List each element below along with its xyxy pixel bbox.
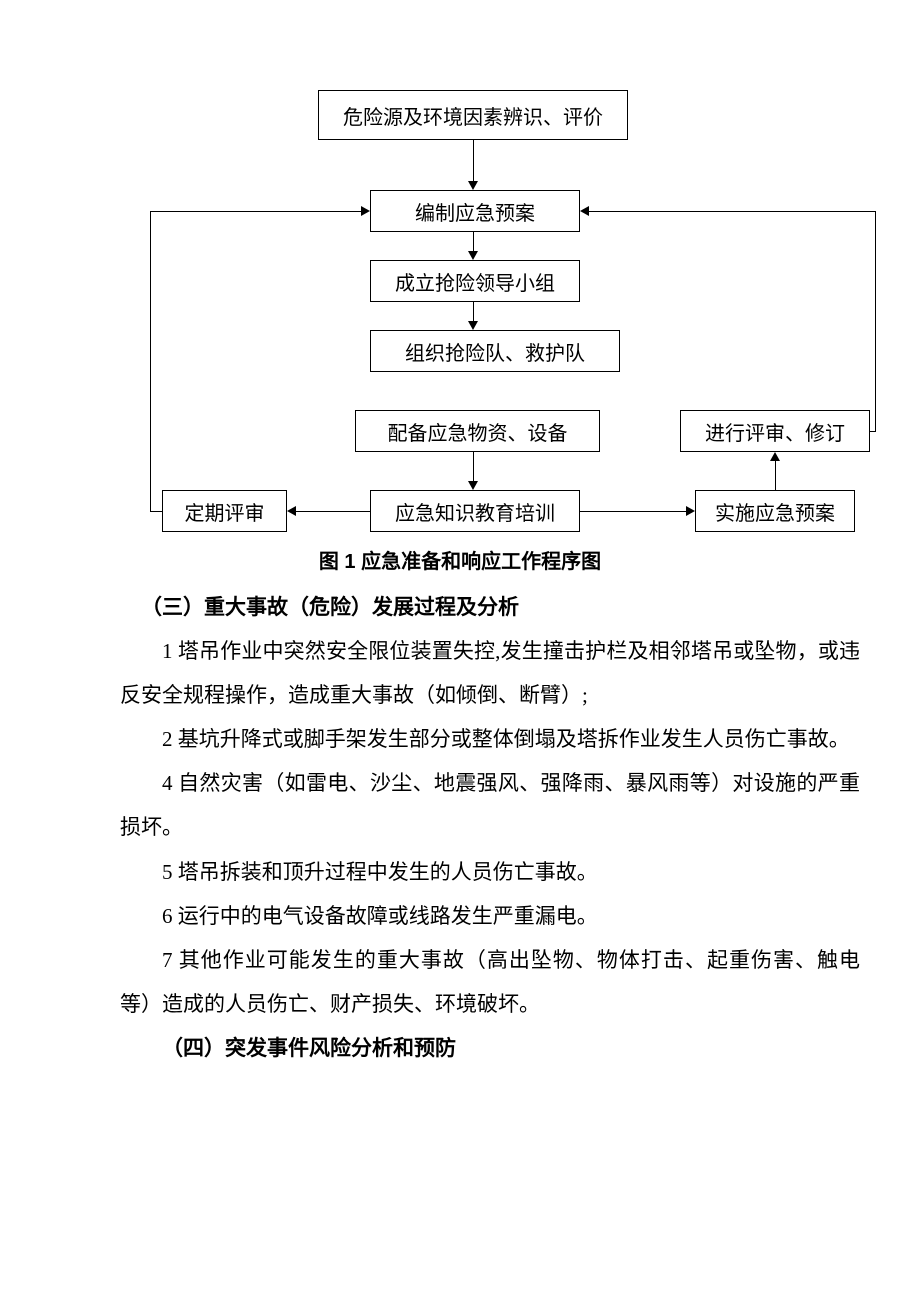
edge	[775, 461, 776, 490]
flowchart-node-training: 应急知识教育培训	[370, 490, 580, 532]
section-4-heading: （四）突发事件风险分析和预防	[120, 1026, 860, 1070]
arrow-head-icon	[361, 206, 370, 216]
edge	[875, 211, 876, 432]
node-label: 配备应急物资、设备	[388, 417, 568, 446]
flowchart-node-revise: 进行评审、修订	[680, 410, 870, 452]
paragraph: 2 基坑升降式或脚手架发生部分或整体倒塌及塔拆作业发生人员伤亡事故。	[120, 717, 860, 761]
paragraph: 7 其他作业可能发生的重大事故（高出坠物、物体打击、起重伤害、触电等）造成的人员…	[120, 938, 860, 1026]
document-page: 危险源及环境因素辨识、评价 编制应急预案 成立抢险领导小组 组织抢险队、救护队 …	[0, 0, 920, 1302]
paragraph: 4 自然灾害（如雷电、沙尘、地震强风、强降雨、暴风雨等）对设施的严重损坏。	[120, 761, 860, 849]
figure-caption: 图 1 应急准备和响应工作程序图	[0, 545, 920, 574]
flowchart-node-equipment: 配备应急物资、设备	[355, 410, 600, 452]
section-3-heading: （三）重大事故（危险）发展过程及分析	[120, 585, 860, 629]
arrow-head-icon	[580, 206, 589, 216]
edge	[580, 511, 686, 512]
node-label: 编制应急预案	[415, 197, 535, 226]
arrow-head-icon	[287, 506, 296, 516]
arrow-head-icon	[468, 251, 478, 260]
node-label: 实施应急预案	[715, 497, 835, 526]
node-label: 组织抢险队、救护队	[405, 337, 585, 366]
paragraph: 1 塔吊作业中突然安全限位装置失控,发生撞击护栏及相邻塔吊或坠物，或违反安全规程…	[120, 629, 860, 717]
flowchart-node-implement: 实施应急预案	[695, 490, 855, 532]
arrow-head-icon	[770, 452, 780, 461]
body-text: （三）重大事故（危险）发展过程及分析 1 塔吊作业中突然安全限位装置失控,发生撞…	[120, 585, 860, 1070]
arrow-head-icon	[468, 481, 478, 490]
arrow-head-icon	[468, 321, 478, 330]
edge	[296, 511, 370, 512]
flowchart-node-rescue-team: 组织抢险队、救护队	[370, 330, 620, 372]
flowchart-node-leadership: 成立抢险领导小组	[370, 260, 580, 302]
flowchart-node-hazard-identify: 危险源及环境因素辨识、评价	[318, 90, 628, 140]
edge	[150, 211, 361, 212]
flowchart-node-plan: 编制应急预案	[370, 190, 580, 232]
node-label: 危险源及环境因素辨识、评价	[343, 101, 603, 130]
edge	[473, 232, 474, 251]
edge	[473, 302, 474, 321]
edge	[473, 140, 474, 181]
paragraph: 5 塔吊拆装和顶升过程中发生的人员伤亡事故。	[120, 850, 860, 894]
edge	[589, 211, 876, 212]
edge	[150, 211, 151, 511]
arrow-head-icon	[468, 181, 478, 190]
node-label: 定期评审	[185, 497, 265, 526]
edge	[473, 452, 474, 481]
arrow-head-icon	[686, 506, 695, 516]
paragraph: 6 运行中的电气设备故障或线路发生严重漏电。	[120, 894, 860, 938]
flowchart: 危险源及环境因素辨识、评价 编制应急预案 成立抢险领导小组 组织抢险队、救护队 …	[0, 90, 920, 570]
flowchart-node-periodic-review: 定期评审	[162, 490, 287, 532]
node-label: 成立抢险领导小组	[395, 267, 555, 296]
node-label: 应急知识教育培训	[395, 497, 555, 526]
edge	[150, 511, 162, 512]
node-label: 进行评审、修订	[705, 417, 845, 446]
